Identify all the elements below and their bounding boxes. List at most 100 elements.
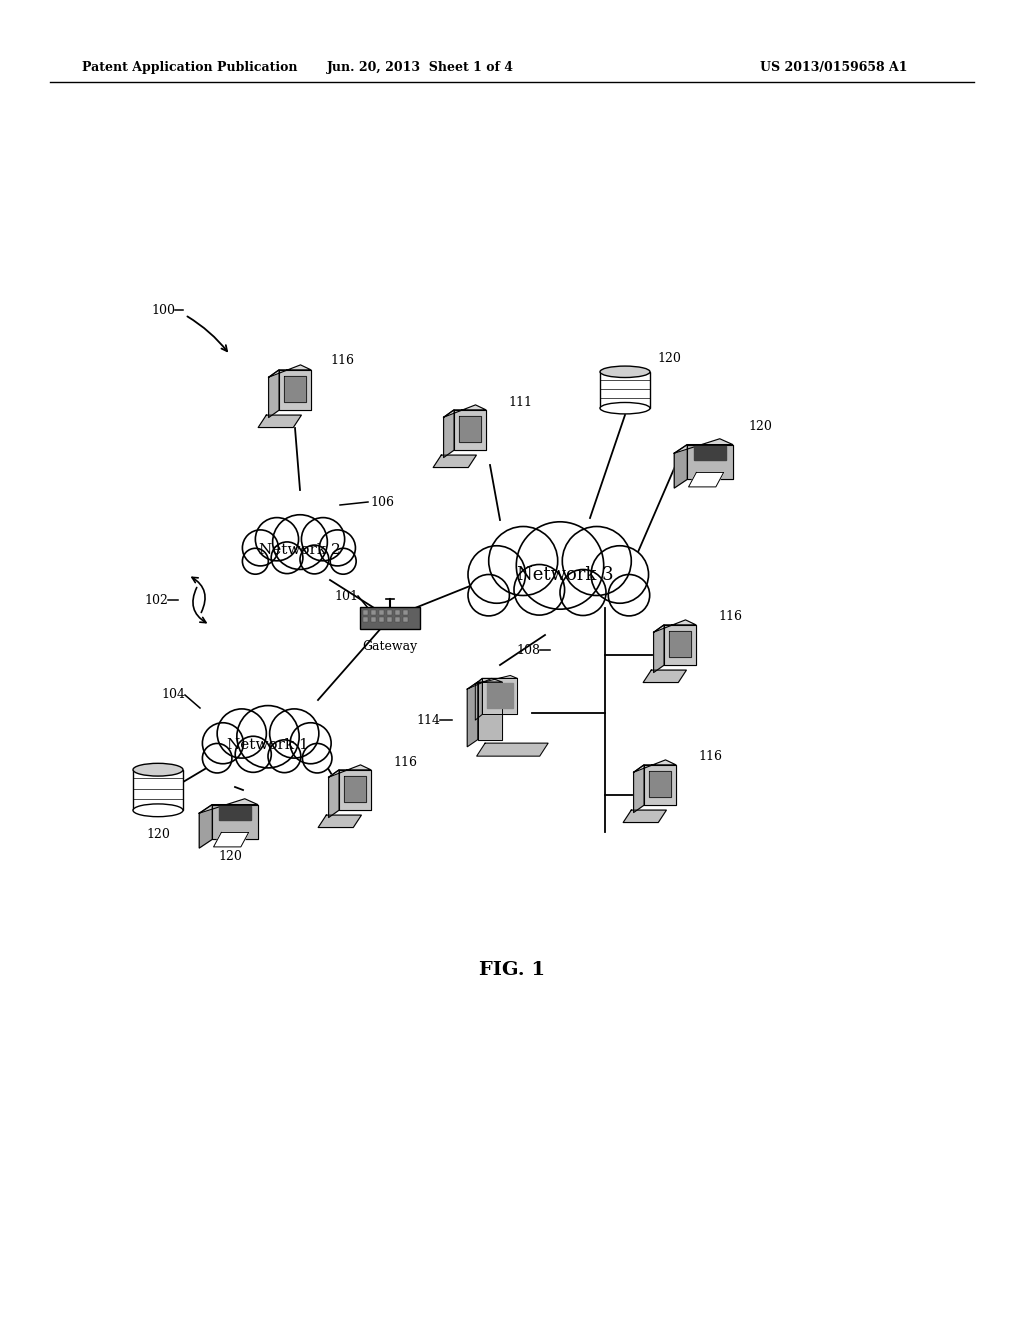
Polygon shape (649, 771, 671, 797)
Polygon shape (212, 805, 258, 840)
Circle shape (271, 543, 303, 574)
Polygon shape (634, 760, 676, 772)
Circle shape (272, 515, 328, 569)
Polygon shape (214, 833, 249, 847)
Polygon shape (688, 473, 724, 487)
Circle shape (468, 545, 525, 603)
Text: 100: 100 (151, 304, 175, 317)
Bar (395, 616, 400, 622)
Polygon shape (219, 807, 251, 820)
Polygon shape (477, 743, 548, 756)
Circle shape (300, 545, 329, 574)
Circle shape (203, 723, 244, 764)
Circle shape (516, 521, 604, 610)
Circle shape (269, 709, 318, 758)
Polygon shape (329, 764, 371, 777)
Text: 108: 108 (516, 644, 540, 656)
Polygon shape (443, 405, 486, 417)
Circle shape (243, 548, 268, 574)
Circle shape (591, 545, 648, 603)
Polygon shape (475, 678, 482, 721)
Polygon shape (674, 438, 733, 453)
Circle shape (514, 565, 564, 615)
Text: Network 1: Network 1 (227, 738, 309, 752)
Text: FIG. 1: FIG. 1 (479, 961, 545, 979)
Polygon shape (643, 671, 686, 682)
Circle shape (560, 569, 606, 615)
Polygon shape (694, 446, 726, 461)
Circle shape (243, 529, 279, 566)
Polygon shape (443, 409, 454, 458)
Polygon shape (459, 416, 481, 442)
Polygon shape (467, 682, 478, 747)
Circle shape (236, 737, 271, 772)
Polygon shape (669, 631, 691, 657)
Ellipse shape (600, 366, 650, 378)
Text: Patent Application Publication: Patent Application Publication (82, 62, 298, 74)
Polygon shape (433, 455, 476, 467)
Circle shape (268, 739, 301, 772)
Polygon shape (339, 770, 371, 810)
Circle shape (237, 706, 299, 768)
Polygon shape (486, 682, 513, 708)
Text: Jun. 20, 2013  Sheet 1 of 4: Jun. 20, 2013 Sheet 1 of 4 (327, 62, 513, 74)
Polygon shape (653, 624, 664, 673)
Polygon shape (624, 810, 667, 822)
Text: 120: 120 (146, 828, 170, 841)
Text: 101: 101 (334, 590, 358, 602)
Bar (387, 616, 392, 622)
Polygon shape (634, 764, 644, 813)
Text: 116: 116 (393, 755, 417, 768)
Bar (403, 616, 408, 622)
Polygon shape (687, 445, 733, 479)
Text: 111: 111 (508, 396, 532, 408)
Circle shape (255, 517, 299, 561)
Polygon shape (268, 370, 280, 417)
Polygon shape (284, 376, 306, 403)
Bar (133, 770, 183, 810)
Ellipse shape (133, 804, 183, 817)
Text: 102: 102 (144, 594, 168, 606)
Polygon shape (280, 370, 311, 411)
Circle shape (468, 574, 509, 616)
Circle shape (290, 723, 331, 764)
Bar (387, 610, 392, 615)
Polygon shape (200, 799, 258, 813)
Polygon shape (482, 678, 517, 714)
Polygon shape (475, 676, 517, 684)
Circle shape (319, 529, 355, 566)
Bar (371, 610, 376, 615)
Text: 120: 120 (657, 351, 681, 364)
Polygon shape (664, 624, 696, 665)
Text: Network 3: Network 3 (517, 566, 613, 583)
Bar (371, 616, 376, 622)
Text: 120: 120 (748, 421, 772, 433)
Text: Gateway: Gateway (362, 640, 418, 653)
Bar (403, 610, 408, 615)
Text: 106: 106 (370, 495, 394, 508)
Bar (600, 372, 650, 408)
Circle shape (203, 743, 231, 774)
Text: 116: 116 (718, 610, 742, 623)
Bar (395, 610, 400, 615)
Polygon shape (644, 764, 676, 805)
Polygon shape (653, 620, 696, 632)
Text: 120: 120 (218, 850, 242, 863)
Polygon shape (344, 776, 367, 803)
Text: Network 2: Network 2 (259, 543, 341, 557)
Circle shape (488, 527, 558, 595)
Circle shape (217, 709, 266, 758)
Text: 116: 116 (330, 354, 354, 367)
Polygon shape (258, 414, 301, 428)
Text: US 2013/0159658 A1: US 2013/0159658 A1 (760, 62, 907, 74)
Bar (379, 616, 384, 622)
Text: 114: 114 (416, 714, 440, 726)
Polygon shape (200, 805, 212, 847)
Polygon shape (329, 770, 339, 817)
Text: 116: 116 (698, 751, 722, 763)
Text: 104: 104 (161, 689, 185, 701)
Circle shape (302, 743, 332, 774)
Polygon shape (478, 682, 502, 739)
Polygon shape (467, 678, 502, 689)
Polygon shape (674, 445, 687, 488)
